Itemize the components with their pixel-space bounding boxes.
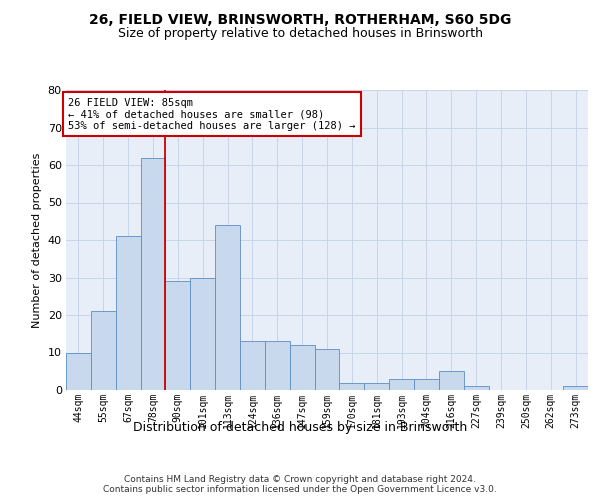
Y-axis label: Number of detached properties: Number of detached properties (32, 152, 42, 328)
Bar (290, 345, 314, 390)
Text: Size of property relative to detached houses in Brinsworth: Size of property relative to detached ho… (118, 28, 482, 40)
Bar (190, 278, 215, 390)
Bar (364, 382, 389, 390)
Text: 26 FIELD VIEW: 85sqm
← 41% of detached houses are smaller (98)
53% of semi-detac: 26 FIELD VIEW: 85sqm ← 41% of detached h… (68, 98, 356, 130)
Bar (66, 352, 91, 390)
Bar (340, 382, 364, 390)
Bar (91, 311, 116, 390)
Bar (265, 341, 290, 390)
Bar (439, 371, 464, 390)
Text: 26, FIELD VIEW, BRINSWORTH, ROTHERHAM, S60 5DG: 26, FIELD VIEW, BRINSWORTH, ROTHERHAM, S… (89, 12, 511, 26)
Bar (314, 349, 340, 390)
Bar (563, 386, 588, 390)
Bar (464, 386, 488, 390)
Bar (215, 225, 240, 390)
Bar (116, 236, 140, 390)
Bar (240, 341, 265, 390)
Text: Distribution of detached houses by size in Brinsworth: Distribution of detached houses by size … (133, 421, 467, 434)
Bar (166, 281, 190, 390)
Bar (140, 158, 166, 390)
Bar (414, 379, 439, 390)
Bar (389, 379, 414, 390)
Text: Contains HM Land Registry data © Crown copyright and database right 2024.: Contains HM Land Registry data © Crown c… (124, 476, 476, 484)
Text: Contains public sector information licensed under the Open Government Licence v3: Contains public sector information licen… (103, 486, 497, 494)
